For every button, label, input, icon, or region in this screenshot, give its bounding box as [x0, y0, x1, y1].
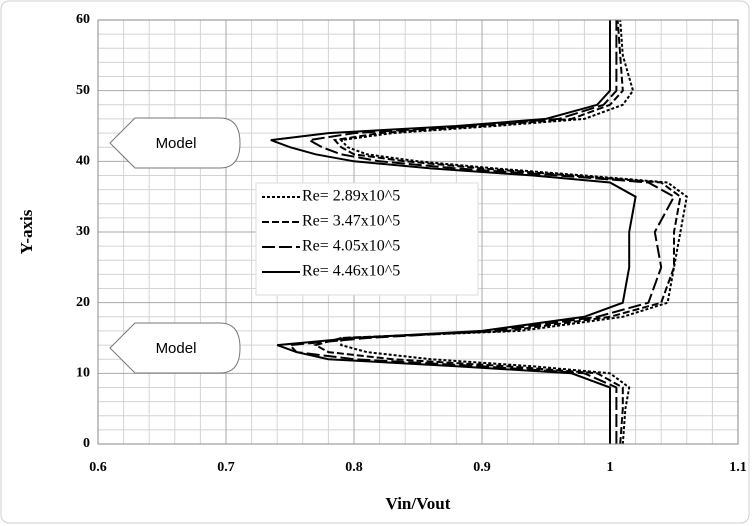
legend-items: Re= 2.89x10^5 Re= 3.47x10^5 Re= 4.05x10^5 R…: [262, 188, 400, 280]
x-tick-label: 0.6: [89, 460, 107, 475]
y-tick-label: 0: [83, 436, 90, 451]
legend-label: Re= 3.47x10^5: [302, 213, 400, 230]
x-tick-label: 0.7: [217, 460, 235, 475]
lines: [270, 19, 688, 445]
y-tick-label: 50: [76, 83, 90, 98]
series-line: [339, 19, 688, 445]
y-axis-title: Y-axis: [17, 209, 36, 254]
legend-label: Re= 4.05x10^5: [302, 238, 400, 255]
callout-text: Model: [156, 340, 197, 357]
y-tick-label: 10: [76, 366, 90, 381]
callout: Model: [109, 322, 241, 374]
x-tick-label: 1: [607, 460, 614, 475]
callout-shape: [109, 117, 241, 169]
x-axis-title: Vin/Vout: [386, 494, 451, 513]
callout-text: Model: [156, 135, 197, 152]
legend-label: Re= 2.89x10^5: [302, 188, 400, 205]
legend: [255, 182, 479, 296]
y-tick-label: 60: [76, 12, 90, 27]
series-line: [287, 20, 676, 444]
callout-shape: [109, 322, 241, 374]
series-line: [312, 19, 682, 445]
legend-label: Re= 4.46x10^5: [302, 263, 400, 280]
plot-border: [97, 19, 739, 445]
callout: Model: [109, 117, 241, 169]
y-tick-label: 30: [76, 224, 90, 239]
x-tick-label: 1.1: [729, 460, 747, 475]
y-tick-label: 20: [76, 295, 90, 310]
x-tick-label: 0.9: [473, 460, 491, 475]
y-tick-label: 40: [76, 154, 90, 169]
series-line: [270, 20, 637, 444]
x-tick-label: 0.8: [345, 460, 363, 475]
